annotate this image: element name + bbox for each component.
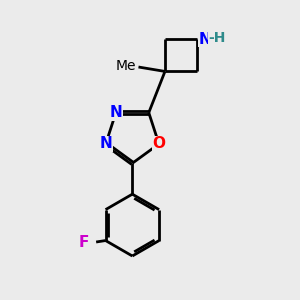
Text: N: N [110, 105, 122, 120]
Text: O: O [152, 136, 165, 152]
Text: Me: Me [116, 59, 136, 74]
Text: N: N [99, 136, 112, 152]
Text: F: F [79, 235, 89, 250]
Text: N: N [199, 32, 211, 46]
Text: -H: -H [208, 32, 226, 45]
